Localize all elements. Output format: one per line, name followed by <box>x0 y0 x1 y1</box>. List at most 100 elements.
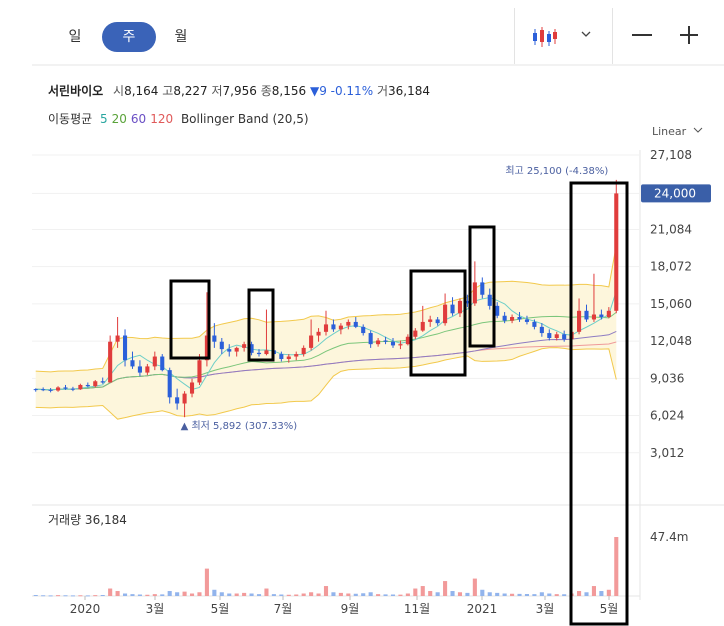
ma-values: 5 20 60 120 <box>96 112 173 126</box>
candle-body <box>316 331 321 336</box>
y-tick-label: 15,060 <box>650 297 692 311</box>
candle-body <box>584 310 589 320</box>
highlight-box <box>247 288 275 362</box>
volume-bar <box>294 594 299 596</box>
toolbar-divider <box>514 8 515 64</box>
volume-bar <box>212 589 217 596</box>
candlestick-icon[interactable] <box>532 26 558 48</box>
scale-label[interactable]: Linear <box>652 125 687 138</box>
zoom-in-button[interactable] <box>680 26 698 44</box>
volume-bar <box>368 592 373 596</box>
y-tick-label: 27,108 <box>650 148 692 162</box>
volume-bar <box>554 594 559 596</box>
volume-bar <box>301 593 306 596</box>
candle-body <box>227 349 232 352</box>
volume-bar <box>331 592 336 596</box>
candle-body <box>457 300 463 314</box>
volume-bar <box>122 593 128 596</box>
x-tick-label: 2021 <box>467 602 498 616</box>
candle-body <box>353 321 358 327</box>
candle-body <box>145 366 150 373</box>
candle-body <box>524 319 530 322</box>
highlight-box <box>169 279 211 360</box>
chevron-down-icon[interactable] <box>580 28 592 40</box>
candle-body <box>338 325 343 330</box>
candle-body <box>614 193 619 311</box>
volume-bar <box>48 595 53 597</box>
ma-value-1: 20 <box>111 112 127 126</box>
tab-period-2[interactable]: 월 <box>174 29 188 45</box>
candle-body <box>175 397 180 404</box>
chevron-down-icon[interactable] <box>693 127 703 133</box>
volume-bar <box>204 568 209 596</box>
tab-period-0[interactable]: 일 <box>68 29 82 45</box>
current-price-label: 24,000 <box>654 186 696 200</box>
open-value: 8,164 <box>124 84 159 98</box>
candle-body <box>510 316 515 321</box>
candle-body <box>376 340 381 345</box>
candle-body <box>346 321 351 326</box>
volume-bar <box>175 592 180 596</box>
volume-bar <box>457 592 463 596</box>
volume-bar <box>577 591 582 596</box>
volume-bar <box>323 586 329 596</box>
y-tick-label: 12,048 <box>650 334 692 348</box>
zoom-out-button[interactable] <box>632 34 652 36</box>
volume-bar <box>271 594 276 596</box>
low-label: 저 <box>211 84 223 98</box>
volume-bar <box>562 594 567 596</box>
candle-body <box>450 304 455 314</box>
volume-bar <box>227 593 232 596</box>
volume-bar <box>182 591 187 596</box>
volume-bar <box>584 592 589 596</box>
high-label: 고 <box>162 84 174 98</box>
candle-body <box>70 388 75 390</box>
candle-body <box>443 304 448 324</box>
volume-bar <box>145 594 150 596</box>
volume-bar <box>63 595 68 597</box>
volume-bar <box>189 593 195 596</box>
candle-body <box>189 382 195 394</box>
volume-bar <box>480 589 485 596</box>
highlight-box <box>569 181 629 626</box>
y-tick-label: 21,084 <box>650 222 692 236</box>
candle-body <box>547 333 552 338</box>
candle-body <box>539 326 544 334</box>
volume-label: 거 <box>376 84 388 98</box>
volume-bar <box>465 592 470 596</box>
ma-value-2: 60 <box>130 112 147 126</box>
volume-bar <box>428 591 433 596</box>
candle-body <box>480 282 485 295</box>
volume-bar <box>405 593 410 596</box>
volume-bar <box>256 594 262 596</box>
candle-body <box>323 324 329 332</box>
x-tick-label: 9월 <box>341 602 360 616</box>
candle-body <box>420 321 425 331</box>
ma-value-0: 5 <box>100 112 108 126</box>
volume-bar <box>137 594 142 596</box>
candle-body <box>591 314 596 320</box>
x-tick-label: 2020 <box>70 602 101 616</box>
volume-bar <box>539 592 544 596</box>
ma-value-3: 120 <box>150 112 174 126</box>
tab-period-1[interactable]: 주 <box>102 22 156 52</box>
candle-body <box>63 387 68 389</box>
volume-bar <box>70 595 75 597</box>
indicator-legend[interactable]: 이동평균 5 20 60 120 Bollinger Band (20,5) <box>48 110 309 127</box>
candle-body <box>219 341 224 350</box>
high-annotation: 최고 25,100 (-4.38%) <box>505 165 608 177</box>
x-tick-label: 5월 <box>211 602 230 616</box>
volume-bar <box>197 592 202 596</box>
volume-bar <box>56 595 61 597</box>
candle-body <box>435 319 440 324</box>
candle-body <box>413 330 418 337</box>
candle-body <box>554 334 559 338</box>
volume-bar <box>108 588 113 596</box>
candle-body <box>242 344 247 348</box>
volume-bar <box>316 593 321 596</box>
volume-bar <box>472 578 477 596</box>
close-label: 종 <box>260 84 272 98</box>
candle-body <box>56 387 61 391</box>
